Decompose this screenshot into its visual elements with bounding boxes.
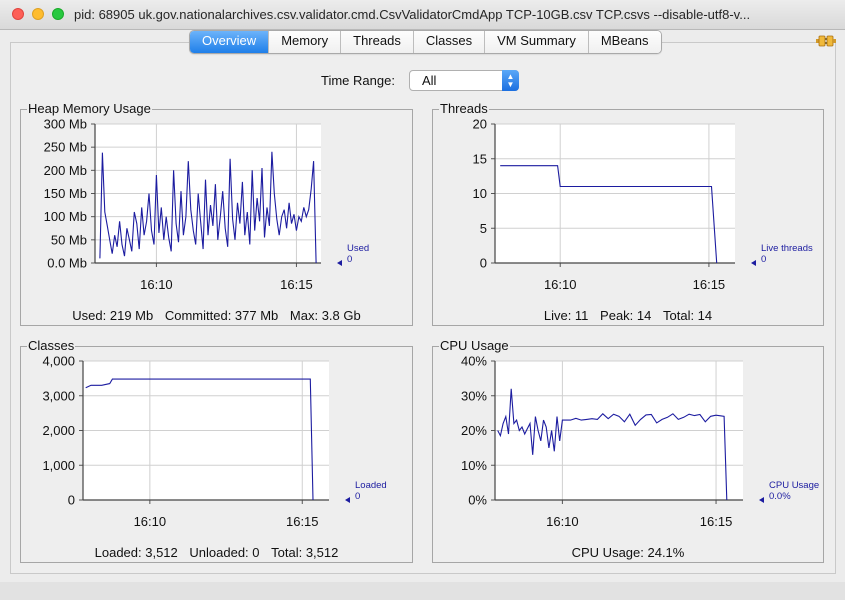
heap-y-tick-label: 100 Mb [44,209,87,224]
connection-plug-icon[interactable] [815,33,837,49]
cpu-legend-value: 0.0% [769,491,791,502]
cpu-usage-text: CPU Usage: 24.1% [571,545,685,560]
heap-y-tick-label: 50 Mb [51,232,87,247]
heap-footer: Used: 219 Mb Committed: 377 Mb Max: 3.8 … [21,308,412,323]
threads-x-tick-label: 16:15 [693,277,726,292]
threads-peak-text: Peak: 14 [600,308,652,323]
classes-y-tick-label: 3,000 [42,388,75,403]
threads-panel-title: Threads [439,101,489,116]
close-window-button[interactable] [12,8,24,20]
minimize-window-button[interactable] [32,8,44,20]
cpu-usage-panel: CPU Usage 0% 10% 20% 30% 40% 16:10 16:15 CPU Us… [432,339,824,563]
classes-legend-marker-icon [345,497,350,503]
threads-y-tick-label: 10 [473,186,487,201]
threads-y-tick-label: 0 [480,256,487,271]
heap-max-text: Max: 3.8 Gb [289,308,361,323]
threads-y-tick-label: 5 [480,221,487,236]
classes-series-line [85,378,314,501]
cpu-footer: CPU Usage: 24.1% [433,545,823,560]
classes-panel-title: Classes [27,338,76,353]
heap-y-tick-label: 250 Mb [44,140,87,155]
classes-x-tick-label: 16:10 [134,514,167,529]
tab-bar: Overview Memory Threads Classes VM Summa… [189,30,662,54]
tab-classes[interactable]: Classes [412,31,485,53]
threads-x-tick-label: 16:10 [544,277,577,292]
tab-memory[interactable]: Memory [268,31,341,53]
cpu-legend-marker-icon [759,497,764,503]
threads-legend-name: Live threads [761,243,813,254]
time-range-select[interactable]: All ▲ ▼ [409,70,519,91]
heap-y-tick-label: 0.0 Mb [47,256,87,271]
classes-y-tick-label: 0 [68,493,75,508]
classes-y-tick-label: 1,000 [42,458,75,473]
classes-panel: Classes 0 1,000 2,000 3,000 4,000 16:10 16:15 L… [20,339,413,563]
cpu-y-tick-label: 20% [461,423,487,438]
cpu-series-line [497,388,728,501]
cpu-x-tick-label: 16:10 [546,514,579,529]
heap-panel-title: Heap Memory Usage [27,101,152,116]
threads-legend-marker-icon [751,260,756,266]
classes-x-tick-label: 16:15 [286,514,319,529]
classes-footer: Loaded: 3,512 Unloaded: 0 Total: 3,512 [21,545,412,560]
threads-total-text: Total: 14 [663,308,713,323]
heap-memory-chart: 0.0 Mb 50 Mb 100 Mb 150 Mb 200 Mb 250 Mb 300 M… [44,117,370,293]
heap-legend-name: Used [347,243,369,254]
threads-footer: Live: 11 Peak: 14 Total: 14 [433,308,823,323]
tab-vm-summary[interactable]: VM Summary [484,31,588,53]
heap-legend-value: 0 [347,254,352,265]
heap-x-tick-label: 16:15 [280,277,313,292]
classes-total-text: Total: 3,512 [271,545,339,560]
window-titlebar: pid: 68905 uk.gov.nationalarchives.csv.v… [0,0,845,30]
threads-legend-value: 0 [761,254,766,265]
maximize-window-button[interactable] [52,8,64,20]
cpu-y-tick-label: 40% [461,354,487,369]
classes-loaded-text: Loaded: 3,512 [94,545,178,560]
window-title: pid: 68905 uk.gov.nationalarchives.csv.v… [74,7,751,22]
classes-unloaded-text: Unloaded: 0 [189,545,260,560]
select-arrows-icon: ▲ ▼ [502,70,519,91]
classes-y-tick-label: 4,000 [42,354,75,369]
time-range-value: All [422,73,437,88]
heap-series-line [99,151,317,264]
heap-y-tick-label: 150 Mb [44,186,87,201]
threads-live-text: Live: 11 [543,308,589,323]
heap-y-tick-label: 300 Mb [44,117,87,132]
classes-legend-name: Loaded [355,480,387,491]
threads-series-line [500,165,718,264]
threads-y-tick-label: 15 [473,151,487,166]
cpu-y-tick-label: 10% [461,458,487,473]
tab-overview[interactable]: Overview [190,31,269,53]
heap-y-tick-label: 200 Mb [44,163,87,178]
heap-committed-text: Committed: 377 Mb [164,308,279,323]
cpu-x-tick-label: 16:15 [700,514,733,529]
tab-threads[interactable]: Threads [340,31,413,53]
classes-y-tick-label: 2,000 [42,423,75,438]
cpu-y-tick-label: 30% [461,388,487,403]
heap-legend-marker-icon [337,260,342,266]
classes-legend-value: 0 [355,491,360,502]
threads-panel: Threads 0 5 10 15 20 16:10 16:15 Live threads 0 … [432,102,824,326]
cpu-legend-name: CPU Usage [769,480,819,491]
bottom-strip [0,582,845,600]
heap-x-tick-label: 16:10 [140,277,173,292]
heap-memory-panel: Heap Memory Usage 0.0 Mb 50 Mb 100 Mb 150 M… [20,102,413,326]
heap-used-text: Used: 219 Mb [72,308,154,323]
tab-mbeans[interactable]: MBeans [587,31,661,53]
time-range-label: Time Range: [321,73,395,88]
threads-y-tick-label: 20 [473,117,487,132]
cpu-y-tick-label: 0% [468,493,487,508]
cpu-panel-title: CPU Usage [439,338,510,353]
